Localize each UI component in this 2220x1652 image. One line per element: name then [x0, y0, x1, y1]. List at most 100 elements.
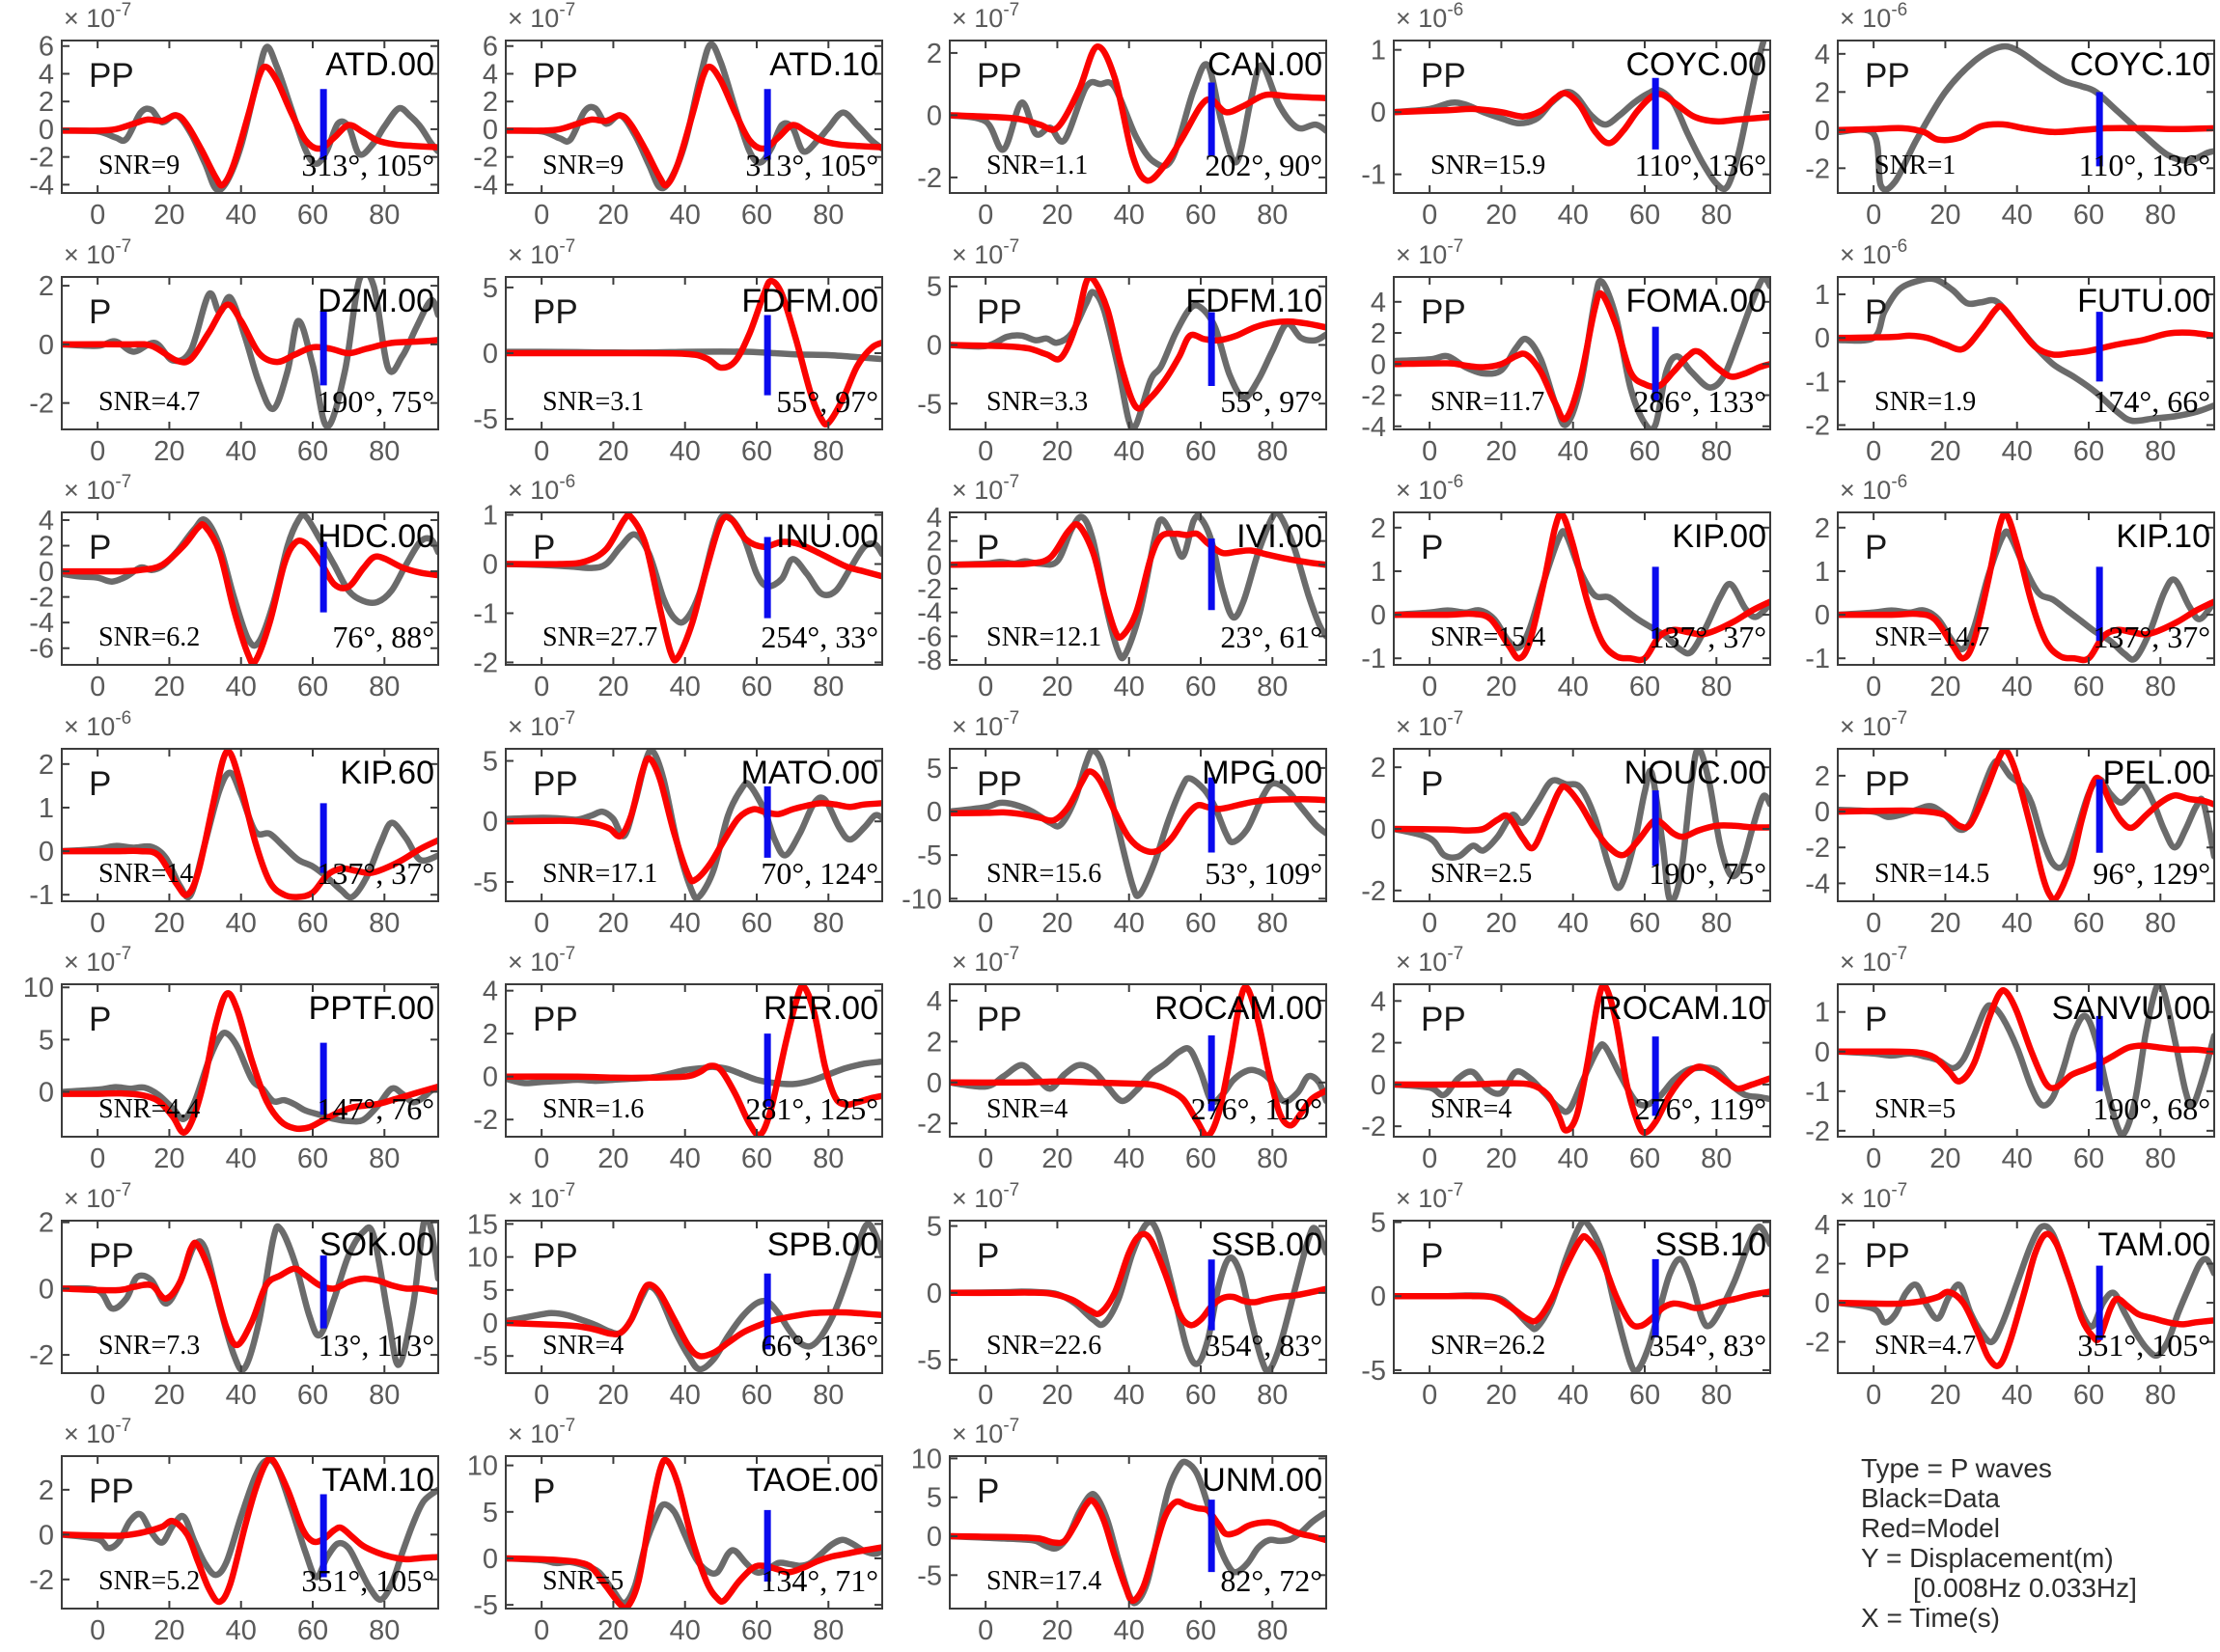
model-waveform	[950, 277, 1326, 412]
snr-label: SNR=4	[986, 1094, 1068, 1124]
y-tick-label: -5	[917, 840, 942, 871]
axes-box	[1393, 748, 1771, 902]
station-label: INU.00	[776, 518, 878, 555]
x-tick-label: 60	[1185, 908, 1216, 939]
x-tick-label: 40	[1558, 1380, 1589, 1411]
subplot-KIP.00: 0 20 40 60 80 -1 0 1 2 × 10-6 P KIP.00 SNR=15.4 137°,…	[1332, 472, 1776, 708]
x-tick-label: 80	[1257, 1615, 1288, 1646]
x-tick-label: 0	[978, 1615, 993, 1646]
snr-label: SNR=22.6	[986, 1331, 1101, 1361]
phase-label: PP	[1421, 293, 1466, 331]
x-tick-label: 20	[153, 1615, 184, 1646]
model-waveform	[62, 1456, 438, 1606]
y-exponent-label: × 10-7	[1840, 708, 1907, 741]
model-waveform	[1394, 1232, 1770, 1330]
axes-box	[505, 983, 883, 1138]
y-exponent-label: × 10-6	[1396, 472, 1463, 505]
station-label: ATD.10	[769, 46, 878, 83]
y-tick-label: 2	[39, 1208, 54, 1239]
y-tick-label: 0	[1371, 97, 1386, 128]
model-waveform	[62, 990, 438, 1136]
azimuth-distance-label: 55°, 97°	[1220, 384, 1322, 419]
station-label: TAM.10	[321, 1462, 434, 1499]
y-tick-label: 0	[1815, 600, 1830, 631]
x-tick-label: 60	[2073, 1143, 2104, 1174]
subplot-KIP.60: 0 20 40 60 80 -1 0 1 2 × 10-6 P KIP.60 SNR=14 137°, 3…	[0, 708, 444, 945]
y-exponent-label: × 10-6	[1840, 0, 1907, 33]
x-tick-label: 0	[978, 200, 993, 231]
azimuth-distance-label: 354°, 83°	[1649, 1328, 1766, 1363]
station-label: ROCAM.10	[1598, 990, 1766, 1027]
snr-label: SNR=2.5	[1430, 859, 1532, 889]
x-tick-label: 80	[813, 436, 844, 467]
x-tick-label: 80	[2145, 1380, 2176, 1411]
x-tick-label: 40	[226, 672, 257, 702]
x-tick-label: 60	[741, 200, 772, 231]
azimuth-distance-label: 23°, 61°	[1220, 620, 1322, 654]
y-exponent-label: × 10-7	[508, 708, 575, 741]
data-waveform	[62, 769, 438, 901]
axes-box	[505, 40, 883, 194]
snr-label: SNR=26.2	[1430, 1331, 1545, 1361]
phase-label: PP	[89, 57, 134, 95]
x-tick-label: 20	[1929, 200, 1960, 231]
y-tick-label: -2	[473, 143, 498, 174]
x-tick-label: 60	[1185, 1380, 1216, 1411]
x-tick-label: 60	[1629, 200, 1660, 231]
x-tick-label: 0	[1422, 672, 1437, 702]
x-tick-label: 20	[1929, 1143, 1960, 1174]
y-tick-label: 0	[483, 1062, 498, 1093]
axes-box	[949, 748, 1327, 902]
y-tick-label: -6	[29, 634, 54, 665]
subplot-FOMA.00: 0 20 40 60 80 -4 -2 0 2 4 × 10-7 PP FOMA.00 SNR=11.7 2…	[1332, 236, 1776, 473]
subplot-PPTF.00: 0 20 40 60 80 0 5 10 × 10-7 P PPTF.00 SNR=4.4 147°, …	[0, 944, 444, 1180]
x-tick-label: 40	[1114, 908, 1145, 939]
x-tick-label: 60	[2073, 200, 2104, 231]
station-label: CAN.00	[1207, 46, 1322, 83]
x-tick-label: 20	[153, 1380, 184, 1411]
x-tick-label: 40	[226, 200, 257, 231]
x-tick-label: 0	[534, 672, 549, 702]
y-tick-label: -2	[1805, 1328, 1830, 1359]
axes-box	[949, 276, 1327, 430]
x-tick-label: 80	[1257, 436, 1288, 467]
y-exponent-label: × 10-7	[952, 0, 1019, 33]
y-tick-label: 2	[39, 271, 54, 302]
legend-line: Black=Data	[1861, 1483, 2000, 1513]
x-tick-label: 80	[369, 672, 400, 702]
x-tick-label: 20	[1929, 908, 1960, 939]
model-waveform	[506, 277, 882, 428]
x-tick-label: 80	[1257, 1380, 1288, 1411]
x-tick-label: 40	[1558, 1143, 1589, 1174]
phase-label: PP	[533, 57, 578, 95]
y-tick-label: 0	[927, 1522, 942, 1553]
y-tick-label: -5	[917, 1345, 942, 1376]
legend-line: Y = Displacement(m)	[1861, 1543, 2114, 1573]
x-tick-label: 40	[1558, 436, 1589, 467]
axes-box	[949, 1220, 1327, 1374]
subplot-FDFM.00: 0 20 40 60 80 -5 0 5 × 10-7 PP FDFM.00 SNR=3.1 55°, …	[444, 236, 888, 473]
subplot-NOUC.00: 0 20 40 60 80 -2 0 2 × 10-7 P NOUC.00 SNR=2.5 190°, …	[1332, 708, 1776, 945]
y-tick-label: 0	[483, 1308, 498, 1339]
x-tick-label: 60	[1629, 1380, 1660, 1411]
station-label: MATO.00	[741, 755, 878, 791]
phase-label: PP	[1865, 765, 1910, 803]
axes-box	[61, 748, 439, 902]
x-tick-label: 40	[670, 200, 701, 231]
y-tick-label: -5	[917, 1560, 942, 1591]
x-tick-label: 80	[369, 1143, 400, 1174]
y-tick-label: 2	[1371, 1029, 1386, 1060]
axes-box	[1837, 40, 2215, 194]
x-tick-label: 60	[297, 908, 328, 939]
azimuth-distance-label: 96°, 129°	[2093, 856, 2210, 891]
azimuth-distance-label: 190°, 68°	[2093, 1091, 2210, 1126]
subplot-PEL.00: 0 20 40 60 80 -4 -2 0 2 × 10-7 PP PEL.00 SNR=14.5 96°…	[1776, 708, 2220, 945]
x-tick-label: 40	[2002, 1143, 2033, 1174]
azimuth-distance-label: 286°, 133°	[1633, 384, 1766, 419]
x-tick-label: 60	[1185, 1143, 1216, 1174]
station-label: KIP.60	[340, 755, 434, 791]
y-tick-label: 0	[927, 797, 942, 828]
snr-label: SNR=4.4	[98, 1094, 200, 1124]
y-tick-label: -5	[473, 1341, 498, 1372]
subplot-CAN.00: 0 20 40 60 80 -2 0 2 × 10-7 PP CAN.00 SNR=1.1 202°, …	[888, 0, 1332, 236]
